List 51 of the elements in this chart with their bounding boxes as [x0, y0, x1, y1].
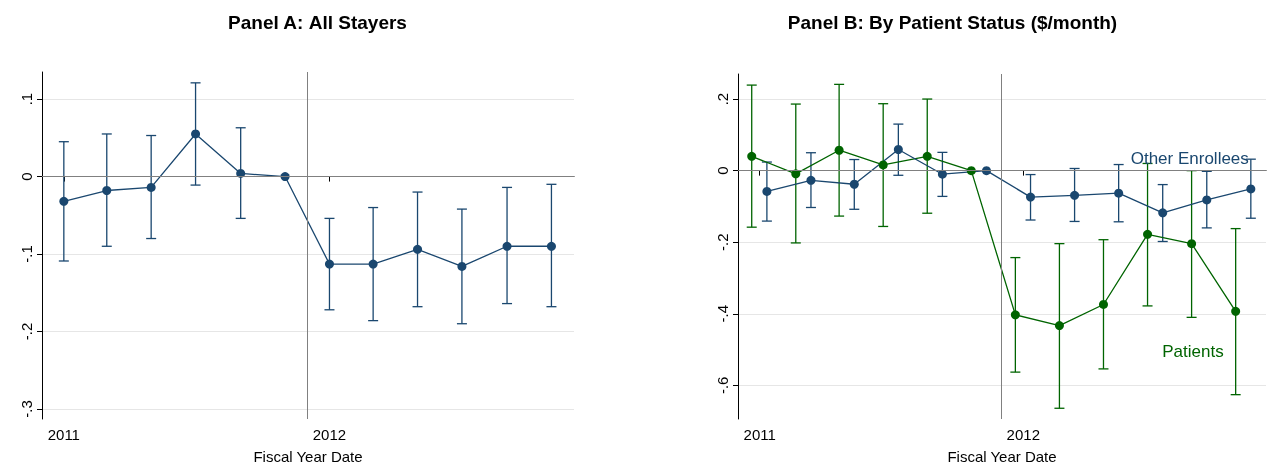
point [922, 151, 932, 161]
point [102, 186, 112, 195]
y-tick-label: -.2 [714, 233, 731, 251]
point [1054, 321, 1064, 331]
x-axis-title: Fiscal Year Date [947, 448, 1057, 465]
point [834, 145, 844, 155]
point [806, 175, 816, 185]
point [747, 151, 757, 161]
y-tick-label: -.3 [18, 400, 35, 418]
y-tick-label: -.4 [714, 305, 731, 323]
point [368, 259, 378, 269]
point [146, 182, 156, 192]
point [1010, 310, 1020, 320]
point [1098, 299, 1108, 309]
x-tick-label: 2011 [743, 426, 776, 443]
x-tick-label: 2012 [312, 426, 347, 443]
point [762, 186, 772, 196]
point [324, 259, 334, 269]
x-tick-label: 2011 [47, 426, 80, 443]
point [457, 261, 467, 271]
point [1231, 306, 1241, 316]
series-label: Other Enrollees [1130, 149, 1249, 169]
point [1202, 195, 1212, 205]
point [1070, 190, 1080, 200]
y-tick-label: 0 [18, 172, 35, 181]
y-tick-label: .1 [18, 92, 35, 106]
chart-title: Panel A: All Stayers [228, 12, 407, 33]
y-tick-label: .2 [714, 92, 731, 106]
point [849, 179, 859, 189]
point [1158, 208, 1168, 218]
x-tick-label: 2012 [1006, 426, 1040, 443]
point [1143, 229, 1153, 239]
point [937, 169, 947, 179]
point [878, 160, 888, 170]
chart-title: Panel B: By Patient Status ($/month) [787, 12, 1118, 33]
y-tick-label: -.6 [714, 376, 731, 395]
x-axis-title: Fiscal Year Date [253, 448, 363, 465]
point [413, 244, 423, 254]
point [1187, 239, 1197, 249]
point [1246, 184, 1256, 194]
point [59, 196, 69, 206]
y-tick-label: -.1 [18, 245, 35, 263]
y-tick-label: 0 [714, 166, 731, 175]
series-label: Patients [1162, 341, 1224, 361]
point [502, 241, 512, 251]
y-tick-label: -.2 [18, 322, 35, 341]
point [1114, 188, 1124, 198]
point [893, 145, 903, 155]
point [546, 241, 556, 251]
point [1026, 192, 1036, 202]
point [191, 129, 201, 139]
